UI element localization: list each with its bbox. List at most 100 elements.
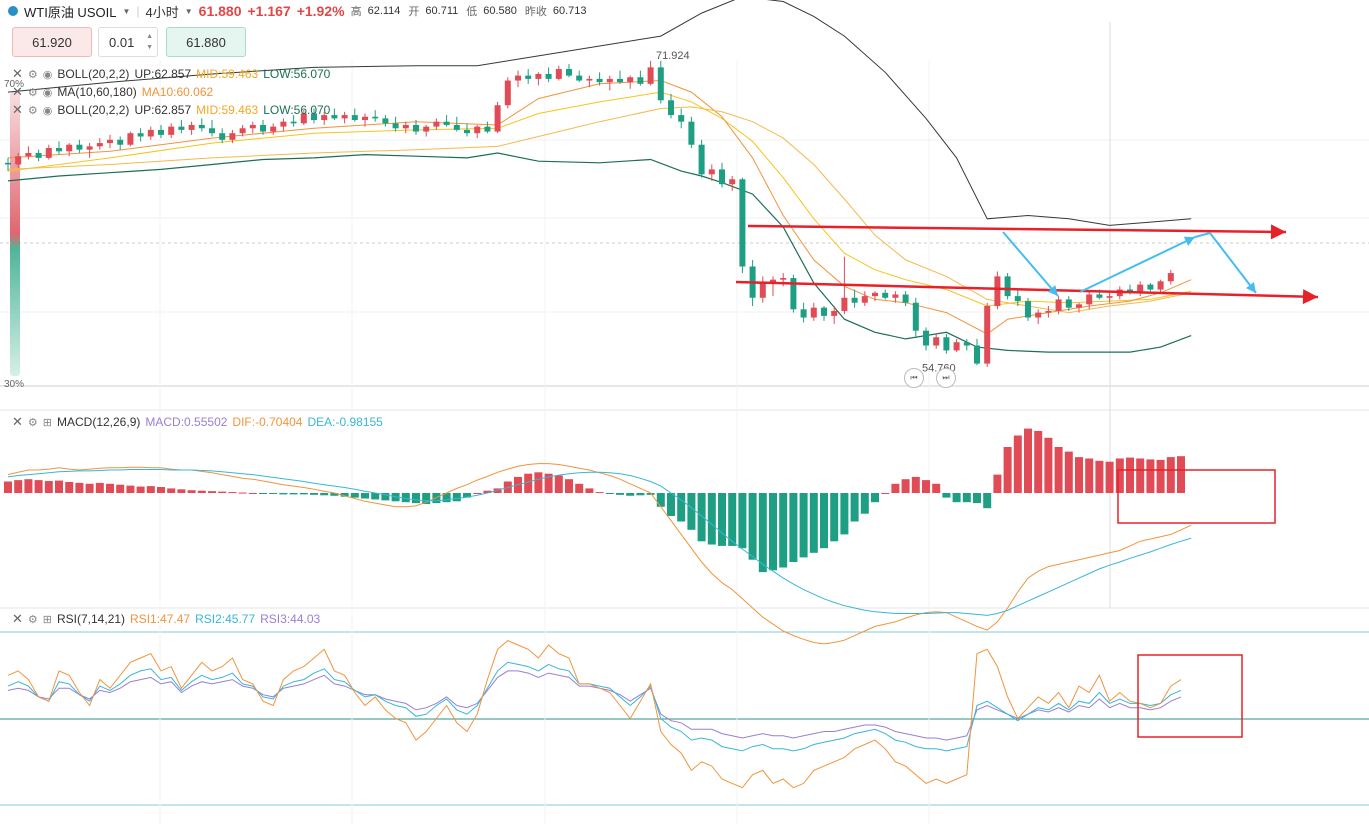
sell-button[interactable]: 61.920	[12, 27, 92, 57]
macd-bar	[962, 493, 971, 503]
expand-icon[interactable]: ⊞	[42, 416, 52, 429]
candle-body	[25, 152, 32, 157]
macd-bar	[932, 483, 941, 493]
symbol-selector[interactable]: WTI原油 USOIL	[24, 4, 117, 20]
close-icon[interactable]: ✕	[12, 66, 23, 81]
macd-bar	[850, 493, 859, 522]
macd-bar	[259, 493, 267, 494]
macd-bar	[85, 483, 94, 493]
macd-bar	[126, 485, 135, 493]
eye-icon[interactable]: ◉	[42, 86, 53, 99]
macd-bar	[422, 493, 431, 505]
rsi3-line	[7, 670, 1182, 741]
candle-body	[882, 292, 889, 298]
macd-bar	[738, 493, 747, 549]
macd-bar	[534, 472, 543, 493]
indicator-name: BOLL(20,2,2)	[57, 103, 130, 117]
macd-bar	[881, 493, 890, 494]
candle-body	[1014, 296, 1021, 302]
settings-icon[interactable]: ⚙	[27, 416, 38, 429]
macd-bar	[75, 482, 84, 493]
candle-body	[270, 126, 277, 132]
settings-icon[interactable]: ⚙	[27, 613, 38, 626]
macd-bar	[1126, 457, 1134, 493]
eye-icon[interactable]: ◉	[42, 104, 53, 117]
macd-bar	[891, 483, 900, 493]
candle-body	[229, 133, 236, 140]
settings-icon[interactable]: ⚙	[27, 86, 38, 99]
close-icon[interactable]: ✕	[12, 84, 23, 99]
macd-bar	[1034, 430, 1043, 493]
candle-body	[606, 78, 613, 83]
macd-bar	[1095, 460, 1104, 493]
candle-body	[994, 276, 1001, 307]
close-icon[interactable]: ✕	[12, 102, 23, 117]
candle-body	[239, 128, 246, 134]
candle-body	[300, 113, 307, 124]
macd-bar	[1013, 435, 1022, 493]
buy-button[interactable]: 61.880	[166, 27, 246, 57]
macd-bar	[320, 493, 329, 496]
macd-bar	[299, 493, 308, 495]
candle-body	[841, 297, 848, 311]
close-icon[interactable]: ✕	[12, 414, 23, 429]
candle-body	[290, 121, 297, 124]
candle-body	[209, 128, 215, 134]
candle-body	[1076, 304, 1082, 308]
macd-bar	[524, 473, 533, 493]
indicator-name: RSI(7,14,21)	[57, 612, 126, 626]
caret-down-icon[interactable]: ▼	[122, 6, 131, 16]
quantity-stepper[interactable]: 0.01 ▲ ▼	[98, 27, 158, 57]
macd-bar	[840, 493, 849, 535]
candle-body	[311, 113, 317, 121]
macd-bar	[871, 493, 879, 503]
legend-ma: ✕ ⚙ ◉ MA(10,60,180) MA10:60.062	[12, 84, 213, 100]
candle-body	[821, 307, 827, 316]
blue-arrow-up	[1079, 236, 1196, 293]
candle-body	[627, 77, 634, 83]
candle-body	[800, 309, 807, 318]
candle-body	[515, 75, 521, 81]
stepper-arrows-icon[interactable]: ▲ ▼	[146, 33, 153, 51]
expand-icon[interactable]: ⊞	[42, 613, 52, 626]
timeframe-selector[interactable]: 4小时	[145, 4, 179, 20]
macd-bar	[830, 493, 839, 542]
macd-bar	[1156, 459, 1165, 493]
macd-bar	[595, 492, 604, 494]
boll-mid-value: MID:59.463	[196, 67, 259, 81]
indicator-name: MACD(12,26,9)	[57, 415, 141, 429]
candle-body	[729, 179, 736, 185]
macd-bar	[646, 493, 655, 495]
candle-body	[464, 129, 470, 134]
scroll-start-icon[interactable]: ⏮	[904, 368, 924, 388]
macd-bar	[1166, 457, 1175, 493]
candle-body	[698, 144, 705, 175]
macd-bar	[605, 493, 614, 494]
caret-down-icon[interactable]: ▼	[184, 6, 193, 16]
eye-icon[interactable]: ◉	[42, 68, 53, 81]
settings-icon[interactable]: ⚙	[27, 104, 38, 117]
prev-close-label: 昨收	[524, 6, 547, 18]
macd-bar	[473, 493, 482, 494]
candle-body	[657, 67, 664, 101]
settings-icon[interactable]: ⚙	[27, 68, 38, 81]
scale-bottom-label: 30%	[4, 379, 25, 390]
max-price-label: 71.924	[656, 50, 690, 62]
candle-body	[810, 307, 817, 318]
macd-highlight-box	[1117, 469, 1276, 524]
close-icon[interactable]: ✕	[12, 611, 23, 626]
macd-bar	[1085, 458, 1094, 493]
candle-body	[433, 121, 440, 127]
macd-bar	[1115, 458, 1124, 493]
boll-low-value: LOW:56.070	[263, 103, 331, 117]
candle-body	[708, 169, 715, 175]
scroll-end-icon[interactable]: ⏭	[936, 368, 956, 388]
candle-body	[107, 139, 113, 144]
candle-body	[362, 116, 368, 121]
macd-bar	[656, 493, 665, 507]
rsi-highlight-box	[1137, 654, 1243, 738]
resistance-trendline	[747, 224, 1287, 234]
macd-bar	[44, 481, 53, 493]
macd-bar	[728, 493, 737, 546]
